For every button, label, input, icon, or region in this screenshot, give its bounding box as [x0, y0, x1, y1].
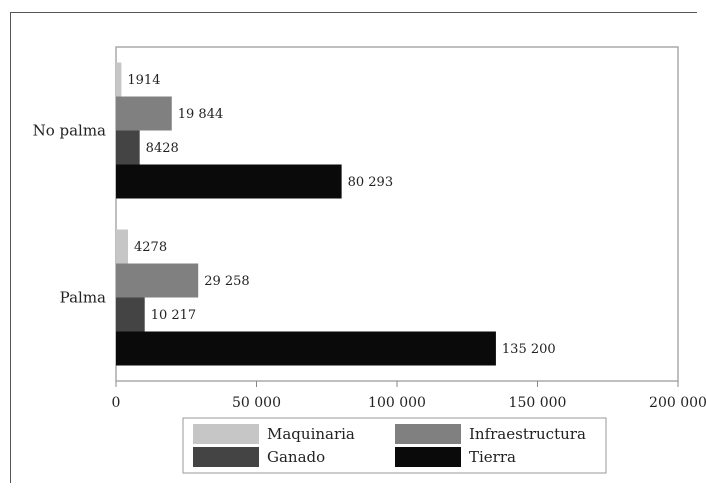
bar-no-palma-infraestructura[interactable] [116, 96, 172, 131]
data-label-palma-ganado: 10 217 [151, 308, 197, 323]
data-label-no-palma-ganado: 8428 [146, 141, 179, 156]
x-tick-label: 200 000 [649, 395, 706, 411]
x-tick-label: 0 [112, 395, 121, 411]
category-label-palma: Palma [60, 289, 106, 307]
data-label-no-palma-maquinaria: 1914 [127, 73, 160, 88]
legend-swatch-maquinaria [193, 424, 259, 444]
bar-no-palma-tierra[interactable] [116, 164, 342, 199]
legend-swatch-ganado [193, 447, 259, 467]
x-tick-label: 100 000 [368, 395, 426, 411]
bar-palma-infraestructura[interactable] [116, 263, 199, 298]
bar-no-palma-maquinaria[interactable] [116, 62, 122, 97]
bar-no-palma-ganado[interactable] [116, 130, 140, 165]
bar-palma-maquinaria[interactable] [116, 229, 129, 264]
data-label-palma-infraestructura: 29 258 [204, 274, 250, 289]
data-label-no-palma-tierra: 80 293 [348, 175, 394, 190]
data-label-no-palma-infraestructura: 19 844 [178, 107, 224, 122]
figure-frame [10, 12, 697, 483]
legend-label-tierra: Tierra [469, 448, 516, 466]
bar-palma-tierra[interactable] [116, 331, 496, 366]
data-label-palma-tierra: 135 200 [502, 342, 556, 357]
bar-palma-ganado[interactable] [116, 297, 145, 332]
legend-label-maquinaria: Maquinaria [267, 425, 355, 443]
category-label-no-palma: No palma [33, 122, 106, 140]
x-tick-label: 150 000 [509, 395, 567, 411]
x-tick-label: 50 000 [232, 395, 281, 411]
legend: Maquinaria Infraestructura Ganado Tierra [182, 417, 607, 474]
legend-label-ganado: Ganado [267, 448, 325, 466]
plot-area-border [115, 46, 679, 382]
legend-swatch-tierra [395, 447, 461, 467]
data-label-palma-maquinaria: 4278 [134, 240, 167, 255]
legend-label-infraestructura: Infraestructura [469, 425, 586, 443]
legend-swatch-infraestructura [395, 424, 461, 444]
